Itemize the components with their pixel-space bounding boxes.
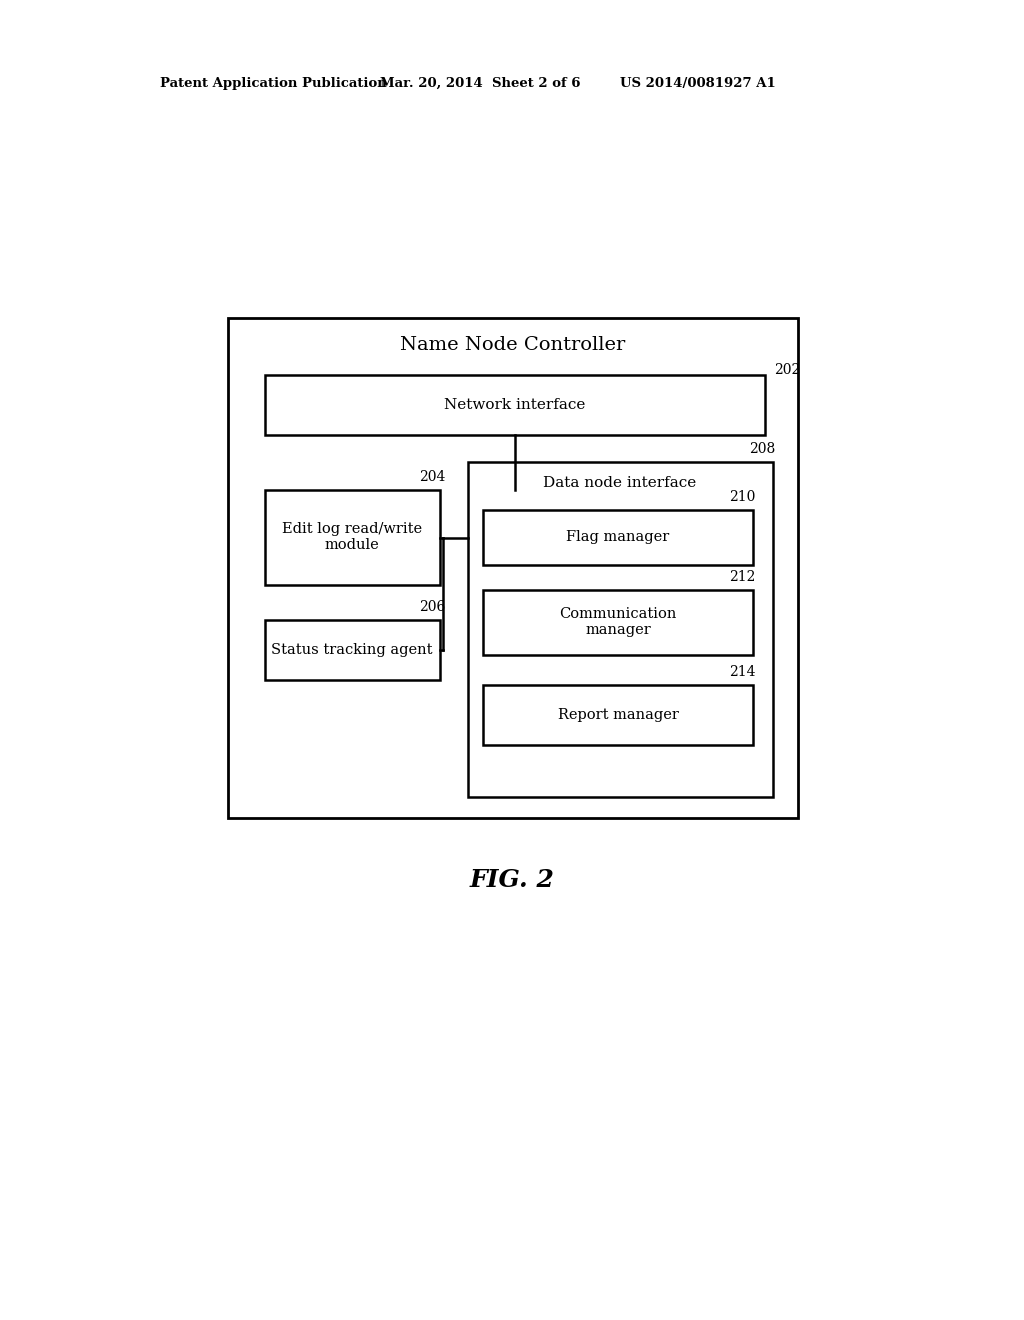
Text: 212: 212 [729, 570, 755, 583]
Text: Status tracking agent: Status tracking agent [271, 643, 433, 657]
Bar [483, 590, 753, 655]
Text: Mar. 20, 2014  Sheet 2 of 6: Mar. 20, 2014 Sheet 2 of 6 [380, 77, 581, 90]
Bar [265, 490, 440, 585]
Text: Patent Application Publication: Patent Application Publication [160, 77, 387, 90]
Text: Name Node Controller: Name Node Controller [400, 337, 626, 354]
Text: 202: 202 [774, 363, 800, 378]
Text: Edit log read/write
module: Edit log read/write module [282, 521, 422, 552]
Bar [483, 510, 753, 565]
Text: 206: 206 [419, 601, 445, 614]
Text: Communication
manager: Communication manager [559, 607, 677, 638]
Text: Report manager: Report manager [557, 708, 679, 722]
Bar [265, 375, 765, 436]
Text: FIG. 2: FIG. 2 [470, 869, 554, 892]
Text: 208: 208 [749, 442, 775, 455]
Text: 204: 204 [419, 470, 445, 484]
Text: 214: 214 [729, 665, 756, 678]
Bar [483, 685, 753, 744]
Bar [468, 462, 773, 797]
Text: Flag manager: Flag manager [566, 531, 670, 544]
Bar [265, 620, 440, 680]
Text: US 2014/0081927 A1: US 2014/0081927 A1 [620, 77, 776, 90]
Bar [228, 318, 798, 818]
Text: Network interface: Network interface [444, 399, 586, 412]
Text: Data node interface: Data node interface [544, 477, 696, 490]
Text: 210: 210 [729, 490, 755, 504]
